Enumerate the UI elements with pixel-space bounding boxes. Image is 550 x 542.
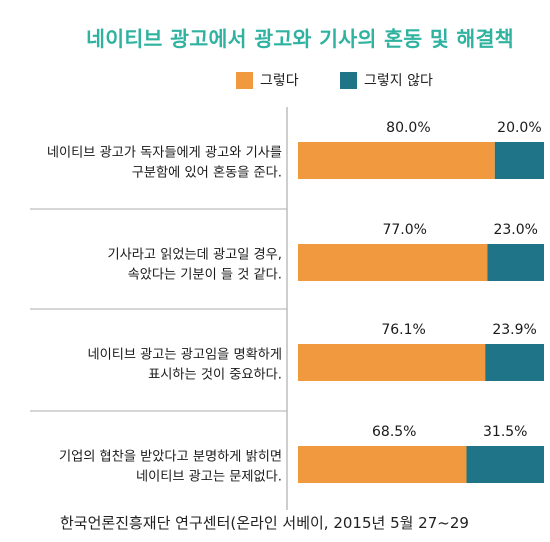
legend-swatch-disagree	[340, 71, 357, 89]
data-label-agree: 68.5%	[372, 424, 416, 440]
category-label: 기업의 협찬을 받았다고 분명하게 밝히면	[59, 449, 282, 465]
data-label-disagree: 23.0%	[493, 222, 537, 238]
bar-disagree	[485, 344, 544, 381]
legend-item-agree: 그렇다	[236, 70, 299, 90]
data-label-agree: 80.0%	[386, 120, 430, 136]
category-label: 기사라고 읽었는데 광고일 경우,	[108, 247, 283, 263]
category-label: 네이티브 광고가 독자들에게 광고와 기사를	[47, 145, 282, 161]
legend-item-disagree: 그렇지 않다	[340, 70, 433, 90]
category-label: 구분함에 있어 혼동을 준다.	[132, 165, 282, 181]
legend-label-disagree: 그렇지 않다	[364, 73, 433, 89]
source-note: 한국언론진흥재단 연구센터(온라인 서베이, 2015년 5월 27~29	[60, 514, 469, 532]
legend-swatch-agree	[236, 71, 253, 89]
category-label: 속았다는 기분이 들 것 같다.	[128, 267, 282, 283]
bar-agree	[298, 446, 467, 483]
bar-agree	[298, 142, 495, 179]
category-label: 표시하는 것이 중요하다.	[148, 367, 282, 383]
data-label-agree: 76.1%	[381, 322, 425, 338]
chart-title: 네이티브 광고에서 광고와 기사의 혼동 및 해결책	[86, 27, 514, 51]
legend-label-agree: 그렇다	[260, 73, 299, 89]
category-label: 네이티브 광고는 문제없다.	[136, 469, 282, 485]
data-label-disagree: 23.9%	[492, 322, 536, 338]
bar-agree	[298, 244, 488, 281]
data-label-disagree: 20.0%	[497, 120, 541, 136]
bar-disagree	[487, 244, 544, 281]
bar-agree	[298, 344, 486, 381]
category-label: 네이티브 광고는 광고임을 명확하게	[87, 347, 282, 363]
bar-disagree	[494, 142, 544, 179]
data-label-agree: 77.0%	[382, 222, 426, 238]
bar-disagree	[466, 446, 544, 483]
data-label-disagree: 31.5%	[483, 424, 527, 440]
